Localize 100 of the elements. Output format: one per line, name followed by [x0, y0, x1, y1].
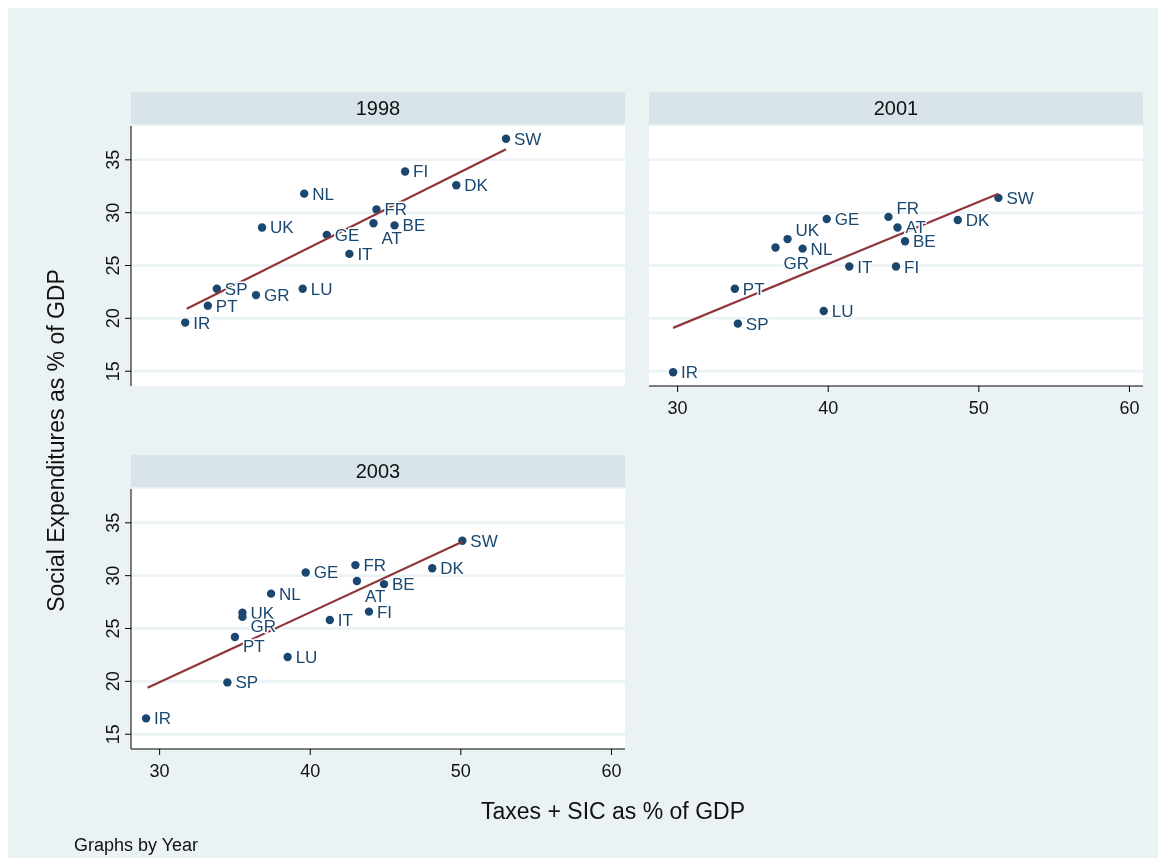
- y-tick-label: 25: [103, 255, 123, 276]
- point: [181, 318, 190, 327]
- x-tick-label: 30: [667, 398, 688, 418]
- point: [364, 607, 374, 616]
- x-tick-label: 40: [818, 398, 839, 418]
- data-label: IR: [193, 313, 211, 333]
- point: [730, 284, 740, 293]
- data-label: IR: [154, 709, 172, 729]
- data-label: GE: [334, 225, 360, 245]
- chart-title: 1998: [355, 97, 401, 119]
- data-label: NL: [279, 584, 301, 604]
- point: [369, 219, 378, 228]
- chart-title: 2003: [355, 460, 401, 482]
- x-axis-title: Taxes + SIC as % of GDP: [481, 798, 745, 824]
- point: [798, 244, 807, 253]
- point: [352, 576, 362, 586]
- point: [822, 214, 831, 224]
- data-label: GE: [313, 563, 339, 583]
- point: [771, 243, 780, 252]
- point: [390, 221, 399, 230]
- data-label: UK: [270, 218, 295, 238]
- point: [251, 290, 261, 300]
- point: [845, 262, 854, 271]
- data-label: BE: [392, 575, 415, 595]
- data-label: IR: [681, 363, 699, 383]
- point: [266, 589, 276, 598]
- data-label: NL: [810, 239, 833, 259]
- data-label: IT: [357, 244, 373, 264]
- data-label: PT: [215, 296, 238, 316]
- point: [223, 678, 232, 687]
- x-tick-label: 30: [149, 761, 170, 781]
- y-tick-label: 20: [103, 671, 123, 692]
- data-label: DK: [464, 176, 489, 196]
- data-label: FI: [413, 162, 429, 182]
- data-label: SP: [224, 279, 248, 299]
- data-label: SP: [745, 314, 769, 334]
- data-label: DK: [440, 559, 465, 579]
- data-label: LU: [295, 648, 318, 668]
- point: [819, 306, 828, 316]
- point: [230, 632, 240, 642]
- data-label: GE: [834, 210, 860, 230]
- data-label: IT: [857, 257, 873, 277]
- data-label: SP: [235, 673, 259, 693]
- point: [953, 215, 962, 225]
- y-tick-label: 15: [103, 724, 123, 745]
- point: [400, 167, 410, 176]
- point: [893, 223, 902, 232]
- data-label: PT: [742, 279, 765, 299]
- x-tick-label: 60: [601, 761, 622, 781]
- data-label: PT: [242, 636, 265, 656]
- data-label: LU: [831, 301, 854, 321]
- y-tick-label: 30: [103, 565, 123, 586]
- point: [257, 223, 267, 232]
- y-axis-title: Social Expenditures as % of GDP: [43, 269, 69, 612]
- point: [300, 189, 309, 198]
- data-label: NL: [312, 184, 334, 204]
- point: [141, 714, 151, 723]
- point: [379, 579, 389, 589]
- data-label: SW: [1006, 188, 1034, 208]
- point: [783, 234, 792, 244]
- point: [428, 564, 437, 573]
- x-tick-label: 50: [968, 398, 989, 418]
- data-label: IT: [337, 611, 353, 631]
- data-label: LU: [310, 279, 333, 299]
- chart-title: 2001: [873, 97, 919, 119]
- x-tick-label: 40: [300, 761, 321, 781]
- data-label: SW: [470, 531, 498, 551]
- point: [891, 262, 901, 271]
- point: [298, 284, 307, 293]
- data-label: FR: [363, 556, 387, 576]
- point: [884, 212, 893, 222]
- point: [212, 284, 222, 293]
- y-tick-label: 20: [103, 308, 123, 329]
- data-label: FI: [904, 257, 920, 277]
- x-tick-label: 50: [450, 761, 471, 781]
- point: [668, 368, 678, 377]
- data-label: SW: [514, 129, 542, 149]
- data-label: GR: [264, 286, 290, 306]
- data-label: UK: [795, 221, 820, 241]
- point: [501, 134, 511, 143]
- data-label: AT: [381, 229, 402, 249]
- data-label: FR: [896, 198, 920, 218]
- y-tick-label: 30: [103, 202, 123, 223]
- data-label: DK: [965, 211, 991, 231]
- point: [733, 319, 743, 328]
- point: [452, 181, 461, 190]
- text: Graphs by Year: [74, 835, 199, 855]
- data-label: GR: [783, 253, 810, 273]
- point: [351, 560, 360, 570]
- point: [283, 652, 292, 662]
- point: [994, 193, 1003, 203]
- point: [325, 615, 334, 625]
- point: [900, 237, 910, 246]
- point: [203, 301, 213, 310]
- y-tick-label: 35: [103, 149, 123, 170]
- y-tick-label: 35: [103, 512, 123, 533]
- point: [345, 249, 354, 259]
- y-tick-label: 15: [103, 361, 123, 382]
- point: [301, 568, 310, 577]
- x-tick-label: 60: [1119, 398, 1140, 418]
